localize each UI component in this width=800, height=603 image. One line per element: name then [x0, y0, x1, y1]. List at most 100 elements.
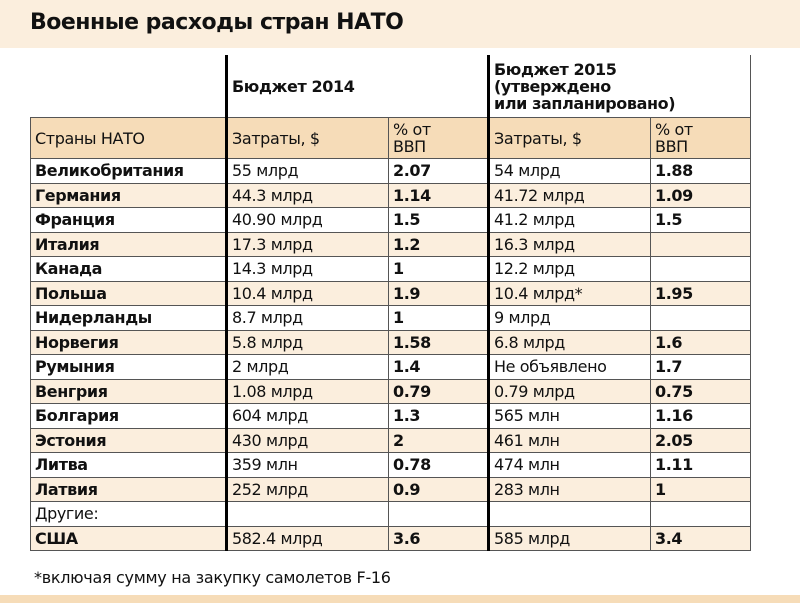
table-row: Италия 17.3 млрд 1.2 16.3 млрд	[30, 231, 752, 257]
value-cell: 8.7 млрд	[225, 305, 389, 331]
value-cell: 1.95	[650, 280, 752, 306]
value-cell: 1.5	[650, 207, 752, 233]
value-cell: 430 млрд	[225, 427, 389, 453]
value-cell: 582.4 млрд	[225, 525, 389, 551]
value-cell: 585 млрд	[487, 525, 652, 551]
value-cell: 44.3 млрд	[225, 182, 389, 208]
country-cell: Румыния	[30, 354, 227, 380]
country-cell: Франция	[30, 207, 227, 233]
value-cell: 14.3 млрд	[225, 256, 389, 282]
country-cell: Эстония	[30, 427, 227, 453]
value-cell: 41.2 млрд	[487, 207, 652, 233]
value-cell	[650, 501, 752, 527]
value-cell	[487, 501, 652, 527]
title: Военные расходы стран НАТО	[30, 10, 404, 35]
table-row: Польша 10.4 млрд 1.9 10.4 млрд* 1.95	[30, 280, 752, 306]
country-cell: Нидерланды	[30, 305, 227, 331]
table-row: Литва 359 млн 0.78 474 млн 1.11	[30, 452, 752, 478]
column-header: % от ВВП	[387, 117, 490, 159]
value-cell: 1.9	[387, 280, 490, 306]
value-cell: 1.09	[650, 182, 752, 208]
value-cell: 1	[387, 256, 490, 282]
value-cell: 252 млрд	[225, 476, 389, 502]
budget-table: Бюджет 2014 Бюджет 2015 (утверждено или з…	[30, 55, 752, 551]
value-cell: 3.4	[650, 525, 752, 551]
value-cell: 54 млрд	[487, 158, 652, 184]
value-cell: 1.2	[387, 231, 490, 257]
table-row: Латвия 252 млрд 0.9 283 млн 1	[30, 476, 752, 502]
value-cell: 1.16	[650, 403, 752, 429]
value-cell: 1	[387, 305, 490, 331]
table-row: Норвегия 5.8 млрд 1.58 6.8 млрд 1.6	[30, 329, 752, 355]
value-cell: 1	[650, 476, 752, 502]
value-cell: 40.90 млрд	[225, 207, 389, 233]
value-cell: 0.79	[387, 378, 490, 404]
value-cell: 1.88	[650, 158, 752, 184]
column-header: Затраты, $	[487, 117, 652, 159]
group-header: Бюджет 2014	[224, 55, 490, 118]
table-row: Германия 44.3 млрд 1.14 41.72 млрд 1.09	[30, 182, 752, 208]
value-cell: 1.11	[650, 452, 752, 478]
value-cell	[650, 305, 752, 331]
value-cell	[650, 231, 752, 257]
country-cell: Латвия	[30, 476, 227, 502]
value-cell: 0.79 млрд	[487, 378, 652, 404]
value-cell: 9 млрд	[487, 305, 652, 331]
table-row: Франция 40.90 млрд 1.5 41.2 млрд 1.5	[30, 207, 752, 233]
value-cell: 17.3 млрд	[225, 231, 389, 257]
value-cell: 359 млн	[225, 452, 389, 478]
value-cell: 6.8 млрд	[487, 329, 652, 355]
group-header: Бюджет 2015 (утверждено или запланирован…	[487, 55, 752, 118]
country-cell: Болгария	[30, 403, 227, 429]
country-cell: Польша	[30, 280, 227, 306]
value-cell: 10.4 млрд	[225, 280, 389, 306]
country-cell: Норвегия	[30, 329, 227, 355]
table-row: Другие:	[30, 501, 752, 527]
value-cell	[387, 501, 490, 527]
value-cell: 2.07	[387, 158, 490, 184]
country-cell: Другие:	[30, 501, 227, 527]
value-cell: 12.2 млрд	[487, 256, 652, 282]
group-header-row: Бюджет 2014 Бюджет 2015 (утверждено или з…	[30, 55, 752, 118]
value-cell: 10.4 млрд*	[487, 280, 652, 306]
country-cell: Италия	[30, 231, 227, 257]
table-row: США 582.4 млрд 3.6 585 млрд 3.4	[30, 525, 752, 551]
value-cell: 1.4	[387, 354, 490, 380]
value-cell: 0.75	[650, 378, 752, 404]
title-bar	[0, 0, 800, 48]
value-cell: 1.08 млрд	[225, 378, 389, 404]
value-cell: 604 млрд	[225, 403, 389, 429]
header-row: Страны НАТО Затраты, $% от ВВП Затраты, $%…	[30, 117, 752, 159]
value-cell: 1.3	[387, 403, 490, 429]
value-cell: 1.7	[650, 354, 752, 380]
value-cell: 3.6	[387, 525, 490, 551]
value-cell: 5.8 млрд	[225, 329, 389, 355]
country-cell: Германия	[30, 182, 227, 208]
table-row: Болгария 604 млрд 1.3 565 млн 1.16	[30, 403, 752, 429]
table-row: Венгрия 1.08 млрд 0.79 0.79 млрд 0.75	[30, 378, 752, 404]
value-cell: 283 млн	[487, 476, 652, 502]
value-cell: 1.14	[387, 182, 490, 208]
value-cell: 1.6	[650, 329, 752, 355]
country-cell: Канада	[30, 256, 227, 282]
value-cell: 565 млн	[487, 403, 652, 429]
column-header: Страны НАТО	[30, 117, 227, 159]
value-cell: 0.78	[387, 452, 490, 478]
value-cell	[225, 501, 389, 527]
footnote: *включая сумму на закупку самолетов F-16	[34, 568, 391, 587]
table-row: Канада 14.3 млрд 1 12.2 млрд	[30, 256, 752, 282]
value-cell: 55 млрд	[225, 158, 389, 184]
country-cell: Великобритания	[30, 158, 227, 184]
value-cell: 2.05	[650, 427, 752, 453]
value-cell	[650, 256, 752, 282]
table-row: Румыния 2 млрд 1.4 Не объявлено 1.7	[30, 354, 752, 380]
value-cell: 2 млрд	[225, 354, 389, 380]
empty-cell	[30, 55, 227, 118]
value-cell: 16.3 млрд	[487, 231, 652, 257]
value-cell: 1.58	[387, 329, 490, 355]
column-header: Затраты, $	[225, 117, 389, 159]
country-cell: Литва	[30, 452, 227, 478]
value-cell: 41.72 млрд	[487, 182, 652, 208]
country-cell: Венгрия	[30, 378, 227, 404]
